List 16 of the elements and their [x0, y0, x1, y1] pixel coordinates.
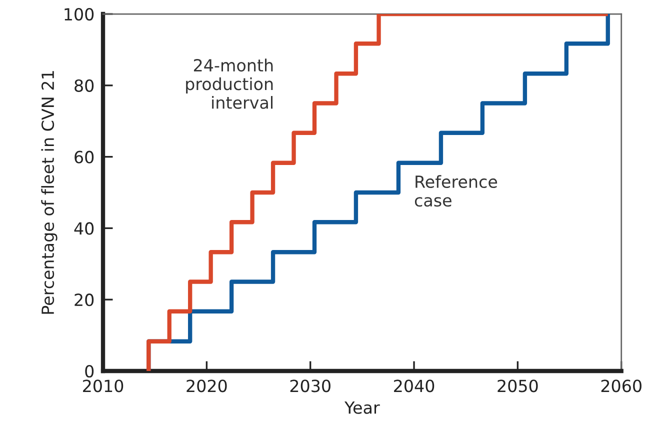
x-tick-label: 2030 [290, 380, 330, 392]
x-axis-title: Year [344, 402, 380, 414]
y-tick-label: 0 [85, 364, 94, 378]
series-label: Reference case [414, 175, 498, 207]
series-label: 24-month production interval [186, 58, 273, 109]
y-axis-title: Percentage of fleet in CVN 21 [41, 71, 58, 314]
x-tick-label: 2020 [186, 380, 227, 392]
y-tick-label: 80 [74, 79, 94, 92]
y-tick-label: 40 [74, 222, 94, 235]
x-tick-label: 2040 [394, 380, 434, 392]
x-tick-label: 2050 [498, 380, 538, 392]
y-tick-label: 100 [64, 8, 94, 21]
x-tick-label: 2010 [83, 380, 124, 392]
y-tick-label: 60 [74, 150, 94, 164]
x-tick-label: 2060 [601, 380, 642, 392]
y-tick-label: 20 [74, 294, 94, 306]
